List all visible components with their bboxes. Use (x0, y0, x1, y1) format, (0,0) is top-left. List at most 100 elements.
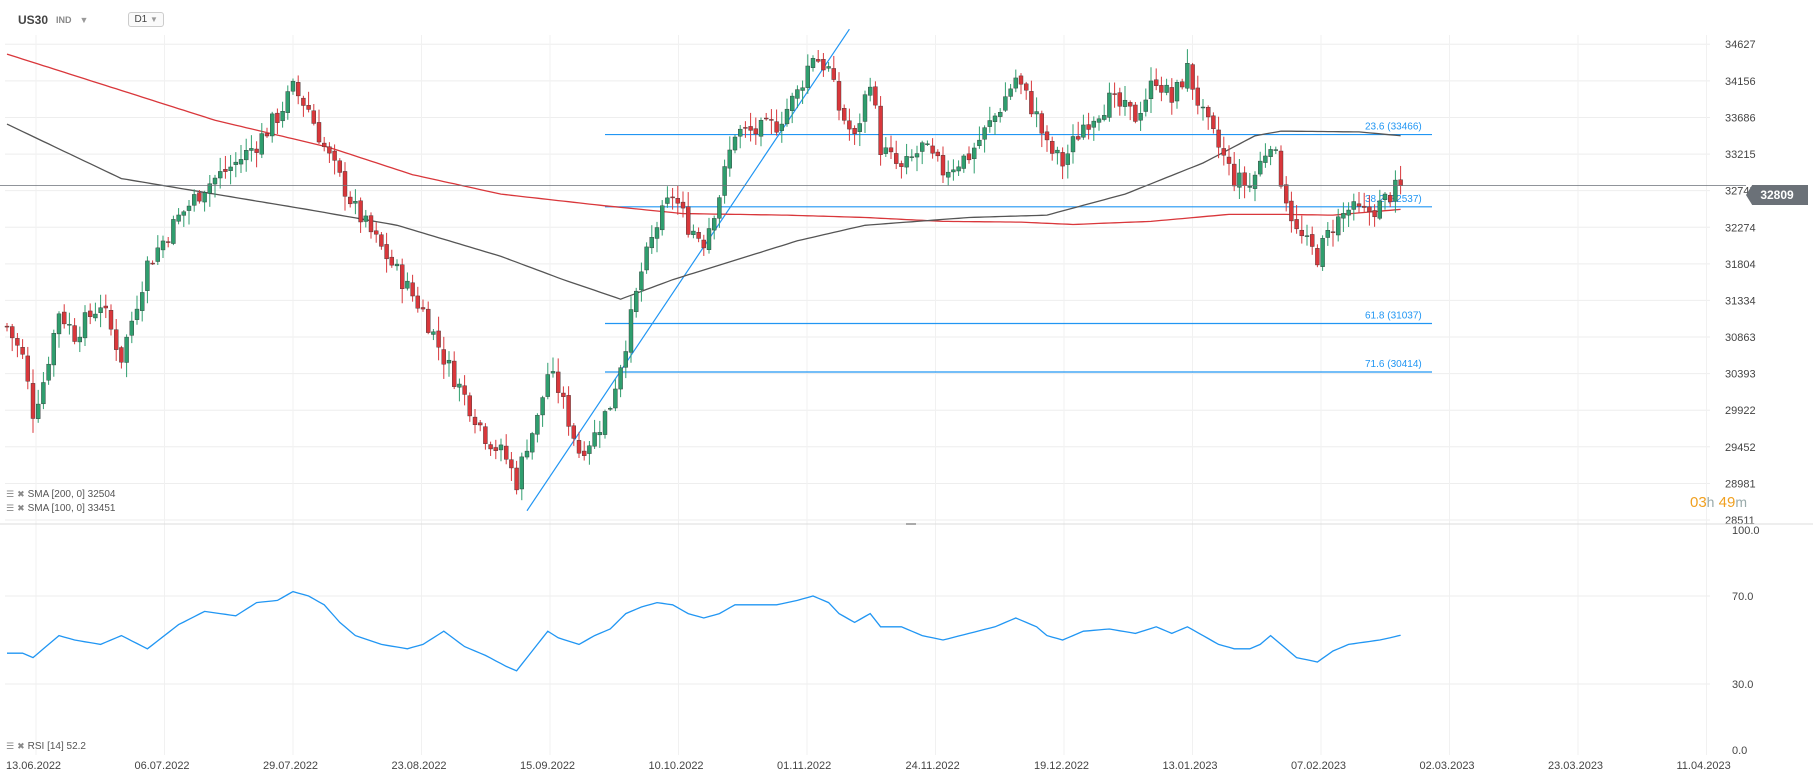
candle-body[interactable] (1200, 106, 1206, 109)
candle-body[interactable] (1205, 106, 1211, 118)
candle-body[interactable] (493, 447, 498, 451)
candle-body[interactable] (233, 161, 239, 165)
candle-body[interactable] (842, 108, 847, 121)
candle-body[interactable] (925, 143, 930, 145)
candle-body[interactable] (457, 383, 462, 388)
candle-body[interactable] (1086, 124, 1091, 130)
candle-body[interactable] (1283, 184, 1289, 204)
candle-body[interactable] (311, 110, 316, 124)
candle-body[interactable] (966, 153, 972, 161)
candle-body[interactable] (426, 308, 431, 333)
candle-body[interactable] (748, 126, 753, 131)
candle-body[interactable] (155, 247, 161, 262)
candle-body[interactable] (956, 166, 961, 172)
candle-body[interactable] (1029, 91, 1034, 115)
candle-body[interactable] (1112, 93, 1117, 95)
candle-body[interactable] (696, 232, 701, 239)
candle-body[interactable] (613, 388, 618, 409)
candle-body[interactable] (940, 155, 946, 176)
candle-body[interactable] (259, 133, 264, 155)
candle-body[interactable] (810, 58, 816, 68)
candle-body[interactable] (41, 382, 46, 405)
candle-body[interactable] (946, 171, 951, 178)
candle-body[interactable] (1315, 248, 1320, 266)
candle-body[interactable] (530, 433, 535, 453)
candle-body[interactable] (113, 329, 119, 350)
candle-body[interactable] (644, 246, 649, 271)
candle-body[interactable] (686, 206, 691, 235)
candle-body[interactable] (87, 310, 93, 317)
candle-body[interactable] (1049, 140, 1055, 154)
candle-body[interactable] (992, 115, 998, 122)
candle-body[interactable] (1018, 75, 1024, 85)
candle-body[interactable] (1361, 205, 1367, 208)
candle-body[interactable] (998, 112, 1003, 117)
candle-body[interactable] (62, 311, 67, 325)
candle-body[interactable] (56, 313, 62, 335)
sma100-line[interactable] (6, 123, 1401, 300)
candle-body[interactable] (519, 456, 524, 490)
candle-body[interactable] (1346, 209, 1351, 216)
candle-body[interactable] (301, 97, 306, 106)
candle-body[interactable] (228, 166, 233, 171)
candle-body[interactable] (935, 151, 940, 157)
candle-body[interactable] (774, 121, 779, 133)
candle-body[interactable] (649, 237, 654, 249)
candle-body[interactable] (285, 91, 290, 113)
panel-resize-handle[interactable] (906, 523, 916, 525)
candle-body[interactable] (150, 262, 155, 265)
candle-body[interactable] (1268, 149, 1273, 157)
candle-body[interactable] (670, 196, 675, 199)
candle-body[interactable] (415, 295, 420, 309)
candle-body[interactable] (545, 374, 550, 397)
candle-body[interactable] (899, 163, 904, 167)
candle-body[interactable] (779, 123, 784, 131)
candle-body[interactable] (275, 112, 280, 123)
candle-body[interactable] (171, 219, 176, 244)
candle-body[interactable] (982, 127, 987, 140)
candle-body[interactable] (348, 196, 353, 205)
candle-body[interactable] (488, 444, 493, 450)
candle-body[interactable] (1335, 216, 1341, 236)
candle-body[interactable] (1159, 85, 1164, 93)
candle-body[interactable] (1221, 148, 1227, 156)
candle-body[interactable] (691, 230, 696, 235)
candle-body[interactable] (618, 367, 623, 390)
candle-body[interactable] (1081, 124, 1086, 138)
candle-body[interactable] (1091, 120, 1097, 128)
candle-body[interactable] (1257, 160, 1263, 175)
candle-body[interactable] (82, 312, 88, 339)
candle-body[interactable] (1013, 77, 1018, 89)
candle-body[interactable] (1252, 174, 1258, 189)
candle-body[interactable] (467, 395, 472, 417)
candle-body[interactable] (732, 136, 738, 151)
candle-body[interactable] (1226, 156, 1232, 164)
candle-body[interactable] (1242, 172, 1247, 186)
candle-body[interactable] (119, 347, 124, 363)
candle-body[interactable] (202, 192, 207, 203)
candle-body[interactable] (1309, 234, 1315, 247)
candle-body[interactable] (665, 197, 670, 204)
candle-body[interactable] (1164, 84, 1169, 93)
candle-body[interactable] (784, 108, 790, 125)
candle-body[interactable] (1294, 219, 1299, 230)
candle-body[interactable] (238, 159, 244, 165)
candle-body[interactable] (36, 403, 41, 419)
candle-body[interactable] (139, 292, 145, 311)
candle-body[interactable] (322, 142, 327, 147)
candle-body[interactable] (1330, 231, 1336, 233)
candle-body[interactable] (1044, 131, 1050, 141)
candle-body[interactable] (1372, 210, 1377, 218)
candle-body[interactable] (1299, 229, 1305, 237)
candle-body[interactable] (821, 59, 826, 71)
candle-body[interactable] (327, 146, 332, 154)
candle-body[interactable] (1195, 87, 1201, 106)
candle-body[interactable] (1169, 87, 1175, 103)
candle-body[interactable] (181, 211, 187, 216)
candle-body[interactable] (1231, 163, 1237, 187)
candle-body[interactable] (4, 325, 10, 328)
candle-body[interactable] (852, 128, 857, 134)
candle-body[interactable] (1153, 79, 1159, 86)
candle-body[interactable] (909, 156, 914, 158)
candle-body[interactable] (1367, 206, 1372, 213)
